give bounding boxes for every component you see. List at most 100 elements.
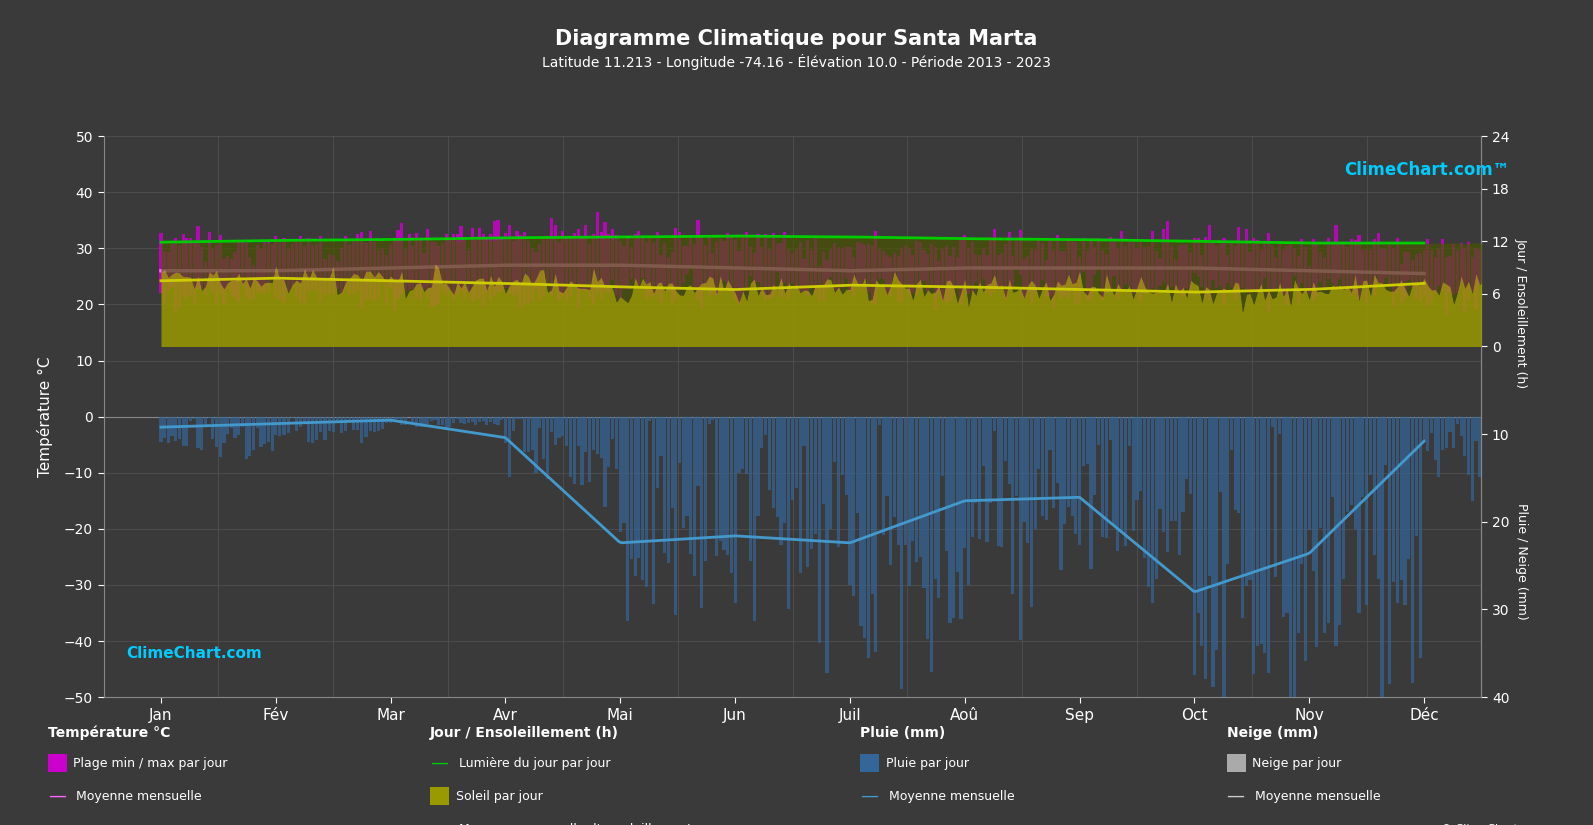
Bar	[1442, 239, 1445, 291]
Bar	[693, 417, 696, 577]
Bar	[573, 417, 577, 484]
Bar	[481, 233, 484, 306]
Bar	[841, 248, 844, 288]
Bar	[1431, 250, 1434, 302]
Bar	[757, 234, 760, 282]
Bar	[1193, 417, 1196, 675]
Bar	[1434, 257, 1437, 294]
Bar	[867, 417, 870, 658]
Bar	[1090, 417, 1093, 569]
Bar	[612, 229, 615, 280]
Bar	[1109, 237, 1112, 288]
Bar	[368, 417, 371, 431]
Bar	[911, 255, 914, 293]
Bar	[182, 417, 185, 446]
Bar	[1150, 231, 1153, 289]
Bar	[1155, 417, 1158, 579]
Text: Moyenne mensuelle: Moyenne mensuelle	[76, 790, 202, 803]
Bar	[1470, 257, 1474, 291]
Bar	[889, 257, 892, 296]
Bar	[475, 240, 478, 299]
Bar	[1311, 417, 1314, 571]
Bar	[776, 417, 779, 517]
Bar	[871, 417, 873, 594]
Bar	[604, 222, 607, 291]
Bar	[1384, 417, 1388, 464]
Bar	[252, 417, 255, 450]
Bar	[803, 259, 806, 290]
Bar	[863, 245, 867, 280]
Bar	[444, 417, 448, 428]
Bar	[207, 232, 210, 286]
Bar	[196, 417, 199, 448]
Bar	[1150, 417, 1153, 603]
Bar	[1215, 417, 1219, 650]
Bar	[1346, 417, 1349, 512]
Bar	[959, 417, 962, 619]
Bar	[1196, 238, 1200, 277]
Bar	[1330, 243, 1333, 283]
Bar	[1368, 249, 1372, 286]
Bar	[1426, 417, 1429, 450]
Bar	[1182, 245, 1185, 296]
Bar	[941, 417, 945, 476]
Bar	[997, 256, 1000, 289]
Bar	[1294, 417, 1297, 729]
Bar	[218, 234, 221, 293]
Bar	[637, 417, 640, 558]
Bar	[1131, 417, 1134, 531]
Bar	[911, 417, 914, 540]
Bar	[237, 242, 241, 302]
Bar	[311, 245, 314, 290]
Bar	[1403, 417, 1407, 606]
Bar	[1196, 417, 1200, 613]
Bar	[1207, 417, 1211, 576]
Bar	[279, 417, 282, 436]
Bar	[771, 233, 774, 296]
Bar	[1300, 238, 1303, 283]
Bar	[978, 417, 981, 540]
Bar	[554, 225, 558, 287]
Bar	[538, 417, 542, 428]
Bar	[768, 417, 771, 490]
Bar	[1074, 242, 1077, 305]
Bar	[1078, 257, 1082, 303]
Bar	[629, 417, 632, 559]
Bar	[855, 243, 859, 284]
Bar	[1255, 240, 1258, 293]
Bar	[376, 417, 379, 431]
Bar	[386, 255, 389, 304]
Bar	[425, 229, 429, 298]
Bar	[1319, 252, 1322, 282]
Bar	[266, 239, 269, 292]
Bar	[640, 237, 644, 278]
Bar	[1211, 241, 1214, 280]
Bar	[992, 229, 996, 292]
Bar	[336, 261, 339, 289]
Bar	[1512, 261, 1515, 304]
Bar	[1070, 239, 1074, 291]
Bar	[1362, 417, 1365, 497]
Bar	[373, 417, 376, 432]
Bar	[190, 417, 193, 421]
Bar	[339, 248, 342, 295]
Text: —: —	[860, 787, 878, 805]
Bar	[1117, 248, 1120, 299]
Bar	[470, 417, 473, 422]
Bar	[1381, 249, 1384, 287]
Bar	[1419, 417, 1423, 658]
Bar	[249, 257, 252, 299]
Bar	[411, 246, 414, 290]
Bar	[671, 417, 674, 508]
Bar	[1464, 417, 1467, 455]
Bar	[535, 417, 538, 473]
Bar	[237, 417, 241, 435]
Bar	[667, 417, 671, 563]
Bar	[1063, 417, 1066, 524]
Bar	[1400, 265, 1403, 303]
Bar	[347, 245, 350, 295]
Bar	[1373, 417, 1376, 555]
Bar	[704, 417, 707, 561]
Bar	[1526, 417, 1529, 465]
Bar	[1411, 417, 1415, 683]
